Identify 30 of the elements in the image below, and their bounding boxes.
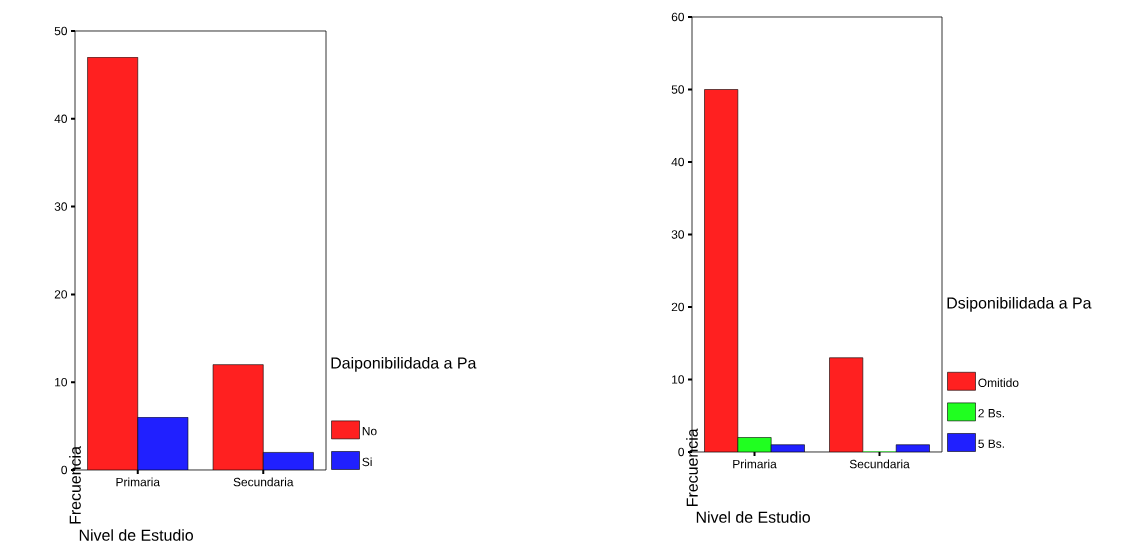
- y-tick-label: 40: [671, 157, 685, 167]
- x-axis-title: Nivel de Estudio: [696, 511, 811, 523]
- y-tick-label: 20: [54, 290, 68, 299]
- legend-label: No: [362, 427, 377, 436]
- y-tick-label: 50: [671, 85, 685, 94]
- x-axis-title: Nivel de Estudio: [79, 529, 194, 541]
- y-tick-label: 50: [54, 26, 68, 36]
- legend-title: Dsiponibilidada a Pa: [947, 296, 1092, 312]
- y-tick-label: 10: [55, 377, 68, 387]
- x-tick-label: Primaria: [116, 477, 160, 487]
- legend-label: Omitido: [978, 378, 1019, 387]
- y-tick-label: 0: [61, 465, 68, 475]
- legend-title: Daiponibilidada a Pa: [331, 356, 477, 372]
- bar: [829, 357, 864, 452]
- x-tick-label: Secundaria: [849, 459, 910, 469]
- legend-label: 5 Bs.: [978, 439, 1004, 448]
- y-tick-label: 40: [54, 114, 68, 124]
- x-tick-label: Primaria: [733, 459, 777, 469]
- y-tick-label: 60: [671, 12, 685, 22]
- bar: [704, 89, 739, 452]
- legend-label: Si: [362, 457, 372, 467]
- legend-label: 2 Bs.: [978, 408, 1004, 418]
- y-tick-label: 20: [671, 302, 685, 312]
- y-tick-label: 30: [54, 202, 68, 211]
- y-tick-label: 10: [672, 375, 685, 384]
- x-tick-label: Secundaria: [233, 477, 294, 487]
- y-axis-title: Frecuencia: [686, 428, 698, 506]
- y-tick-label: 0: [678, 447, 685, 457]
- y-axis-title: Frecuencia: [69, 446, 81, 524]
- y-tick-label: 30: [671, 230, 685, 239]
